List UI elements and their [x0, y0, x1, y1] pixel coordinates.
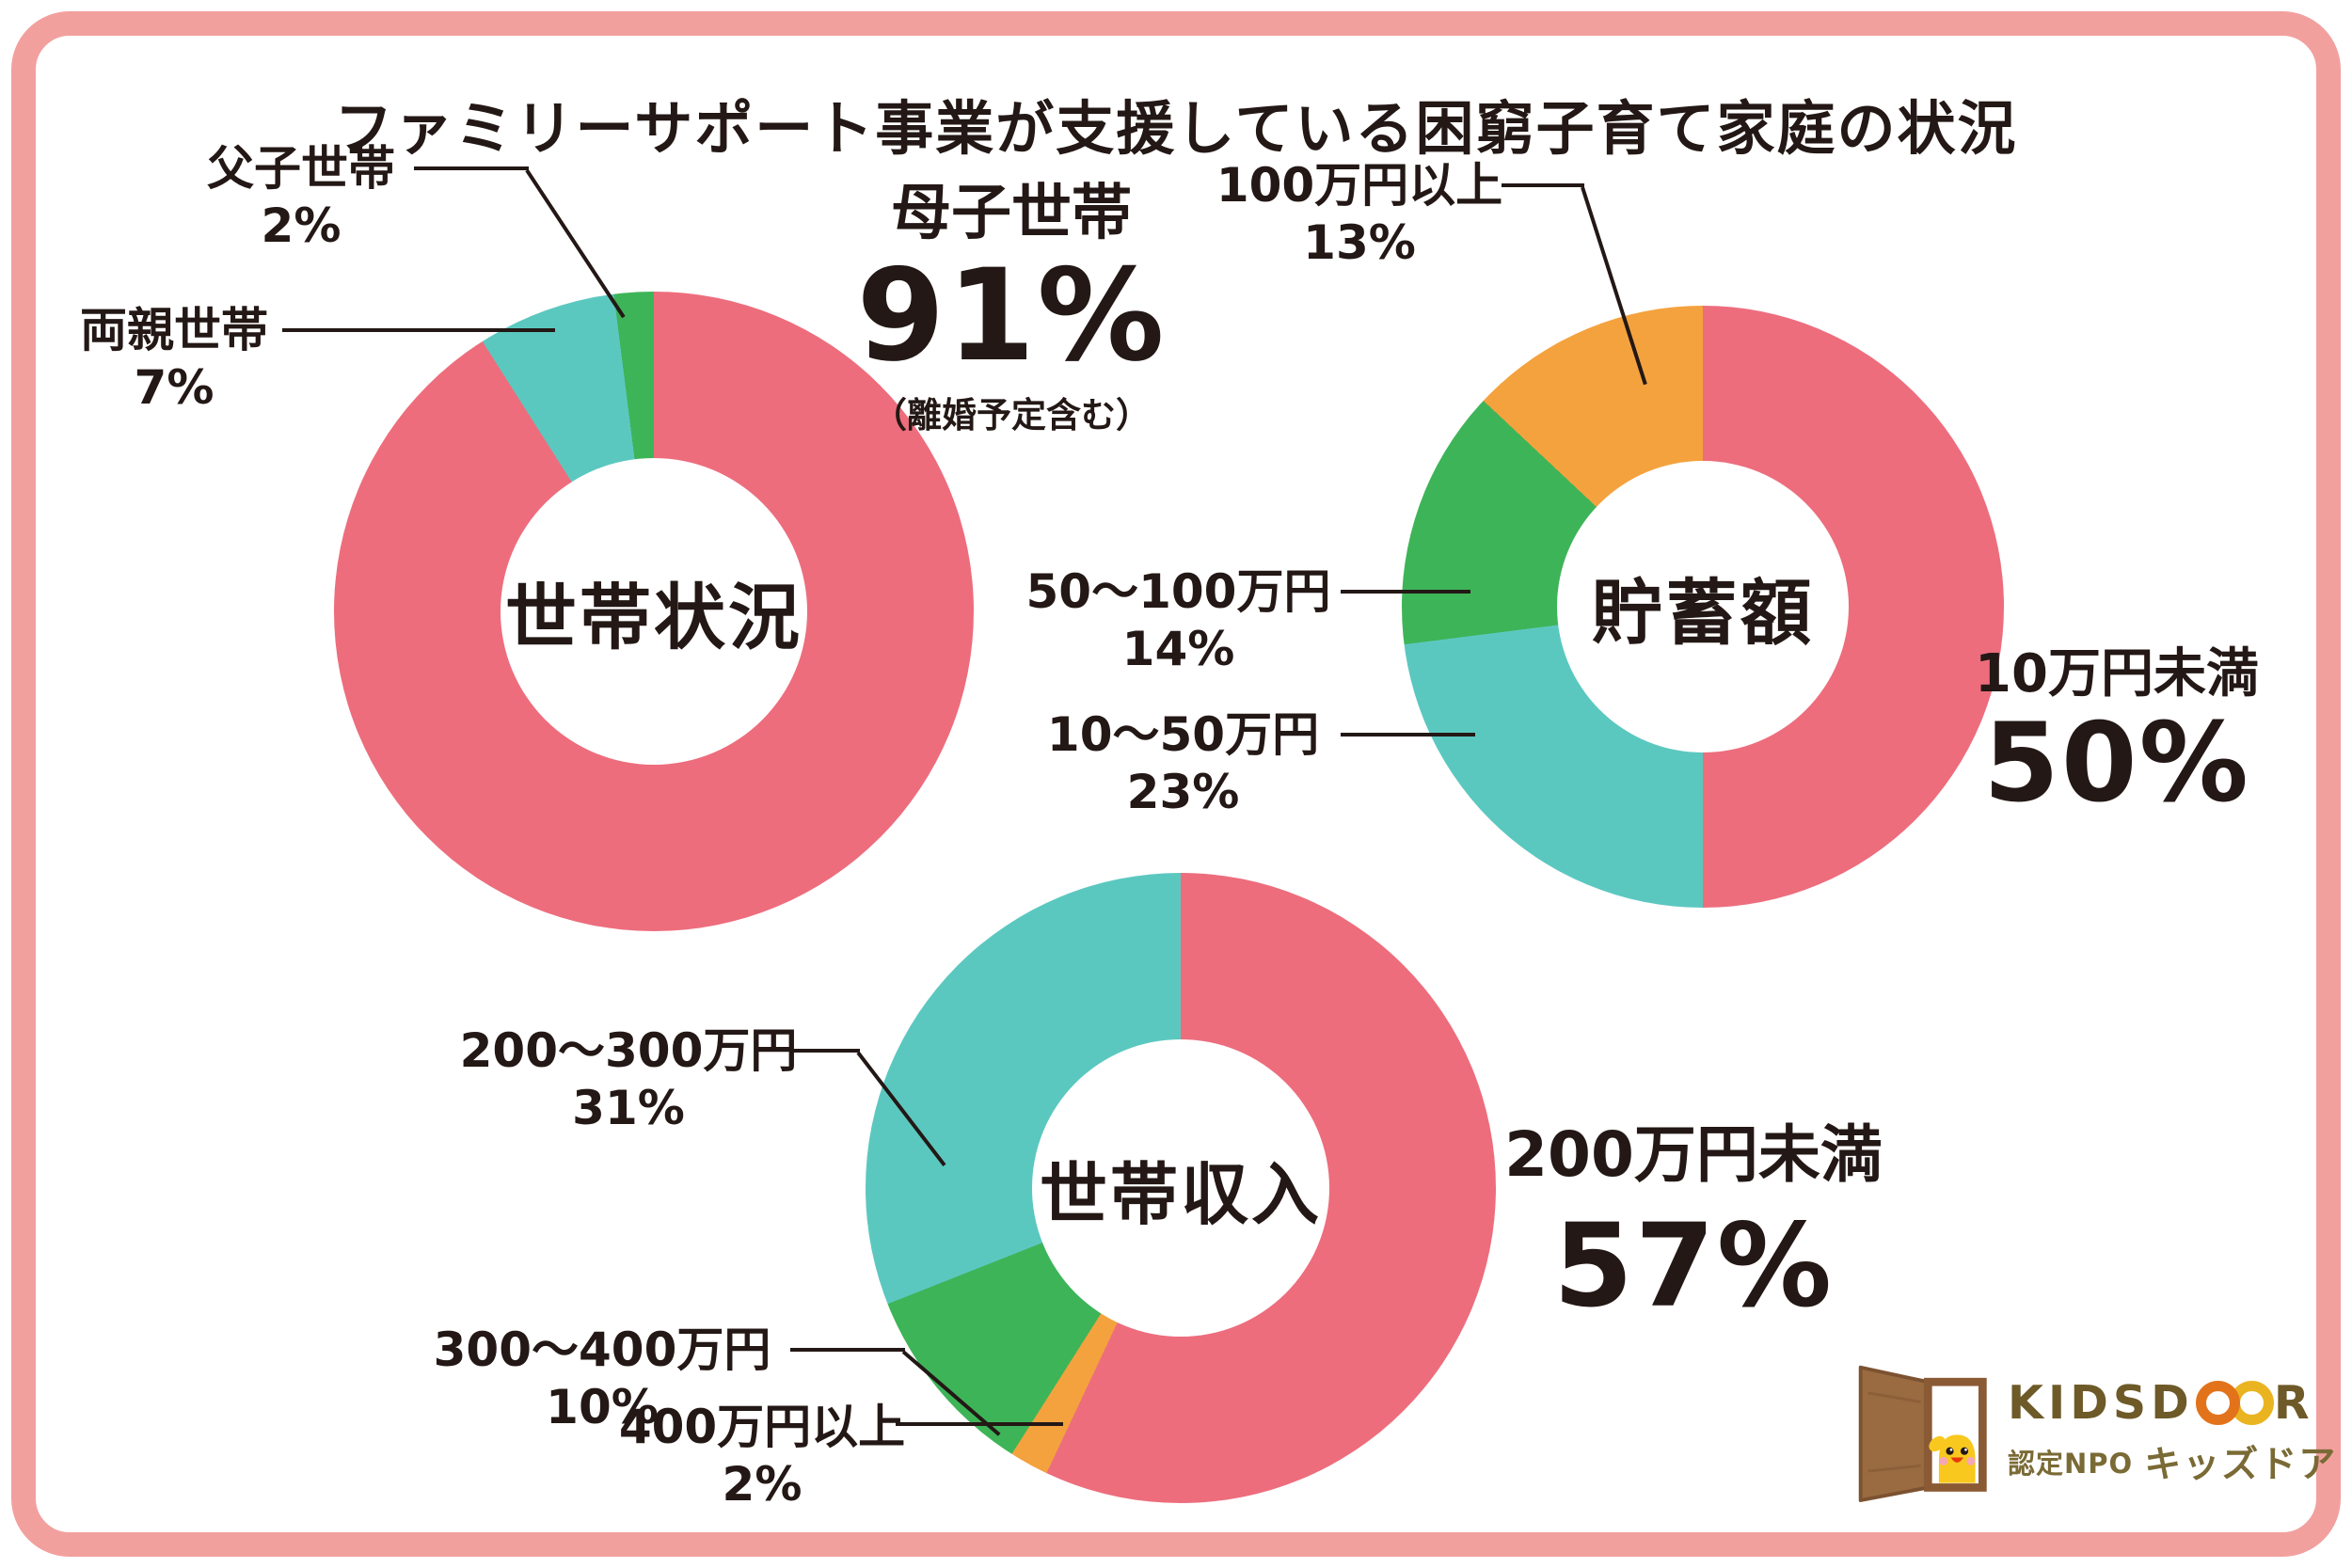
callout-label: 400万円以上 [618, 1400, 906, 1454]
callout-savings-over-1m: 100万円以上 13% [1185, 158, 1534, 274]
callout-value: 2% [722, 1457, 803, 1512]
callout-label: 10〜50万円 [1046, 707, 1320, 762]
leader-line [896, 1422, 1063, 1426]
callout-label: 200〜300万円 [459, 1023, 798, 1078]
highlight-note: （離婚予定含む） [872, 394, 1151, 436]
kidsdoor-wordmark: KIDSD R [2008, 1376, 2337, 1430]
leader-line [282, 328, 555, 332]
donut-chart-income: 世帯収入 [866, 873, 1496, 1503]
highlight-savings-under-100k: 10万円未満 50% [1919, 645, 2314, 823]
leader-line [1341, 733, 1475, 736]
callout-income-3m-4m: 300〜400万円 10% [395, 1323, 809, 1438]
callout-value: 23% [1126, 765, 1240, 819]
chart-center-label: 世帯状況 [505, 576, 803, 659]
brand-letters-prefix: KIDSD [2008, 1375, 2194, 1430]
kidsdoor-name-japanese: キッズドア [2144, 1443, 2338, 1486]
kidsdoor-door-icon [1851, 1354, 1993, 1509]
leader-line [414, 166, 529, 170]
highlight-label: 母子世帯 [891, 179, 1132, 248]
callout-income-over-4m: 400万円以上 2% [555, 1400, 969, 1515]
callout-income-2m-3m: 200〜300万円 31% [421, 1023, 835, 1139]
callout-label: 50〜100万円 [1025, 564, 1331, 619]
callout-value: 31% [572, 1081, 685, 1135]
donut-hole: 貯蓄額 [1557, 461, 1849, 752]
highlight-value: 57% [1552, 1198, 1834, 1333]
callout-value: 14% [1121, 622, 1235, 676]
ring-o-icon [2195, 1380, 2240, 1425]
highlight-value: 91% [856, 242, 1167, 390]
donut-chart-savings: 貯蓄額 [1402, 306, 2004, 908]
callout-savings-100k-500k: 10〜50万円 23% [1002, 707, 1364, 823]
donut-hole: 世帯収入 [1032, 1039, 1329, 1337]
callout-value: 2% [261, 198, 342, 253]
npo-certification-label: 認定NPO [2008, 1447, 2134, 1480]
callout-label: 100万円以上 [1216, 158, 1503, 213]
callout-value: 10% [546, 1380, 659, 1434]
kidsdoor-logo: KIDSD R 認定NPO キッズドア [1851, 1354, 2337, 1509]
callout-value: 7% [134, 360, 215, 415]
kidsdoor-logo-text: KIDSD R 認定NPO キッズドア [2008, 1376, 2337, 1488]
callout-label: 父子世帯 [207, 141, 395, 196]
highlight-mother-households: 母子世帯 91% （離婚予定含む） [814, 181, 1209, 437]
chart-center-label: 貯蓄額 [1591, 571, 1815, 655]
highlight-income-under-2m: 200万円未満 57% [1486, 1118, 1900, 1333]
leader-line [790, 1348, 905, 1352]
callout-savings-500k-1m: 50〜100万円 14% [997, 564, 1359, 680]
leader-line [1502, 183, 1584, 187]
kidsdoor-subtitle: 認定NPO キッズドア [2008, 1435, 2337, 1488]
callout-label: 両親世帯 [80, 303, 268, 357]
chart-center-label: 世帯収入 [1039, 1154, 1322, 1234]
callout-label: 300〜400万円 [433, 1323, 771, 1377]
page-title: ファミリーサポート事業が支援している困窮子育て家庭の状況 [334, 94, 2018, 163]
callout-both-parent-households: 両親世帯 7% [14, 303, 334, 419]
leader-line [1341, 590, 1470, 594]
leader-line [790, 1049, 860, 1053]
callout-value: 13% [1303, 215, 1416, 270]
donut-hole: 世帯状況 [501, 458, 807, 765]
highlight-label: 10万円未満 [1975, 643, 2259, 705]
callout-father-households: 父子世帯 2% [141, 141, 461, 257]
highlight-label: 200万円未満 [1504, 1118, 1883, 1191]
donut-chart-household-status: 世帯状況 [334, 292, 974, 931]
leader-line [525, 168, 626, 319]
brand-letters-suffix: R [2273, 1375, 2314, 1430]
highlight-value: 50% [1983, 699, 2250, 827]
